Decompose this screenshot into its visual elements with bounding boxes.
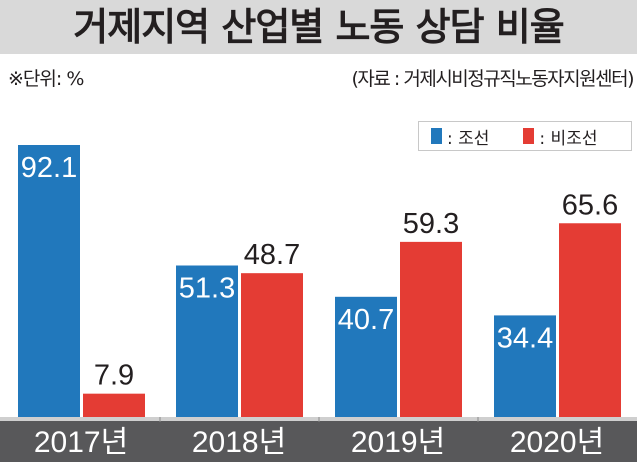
data-label: 65.6: [562, 189, 618, 221]
chart-title: 거제지역 산업별 노동 상담 비율: [73, 5, 564, 49]
legend: : 조선 : 비조선: [418, 121, 632, 151]
data-label: 59.3: [403, 208, 459, 240]
legend-item-non-shipbuilding: : 비조선: [523, 124, 597, 149]
bar-비조선-2018년: [241, 273, 303, 417]
x-tick-label: 2019년: [351, 426, 445, 459]
x-tick-label: 2017년: [34, 426, 128, 459]
x-tick-label: 2020년: [510, 426, 604, 459]
unit-note: ※단위: %: [8, 68, 84, 90]
bar-조선-2018년: [176, 265, 238, 417]
bar-비조선-2017년: [83, 393, 145, 417]
bar-비조선-2020년: [559, 223, 621, 417]
x-axis-band: [0, 421, 637, 462]
bar-조선-2019년: [335, 296, 397, 417]
legend-swatch-blue: [431, 128, 442, 144]
legend-item-shipbuilding: : 조선: [431, 124, 489, 149]
bar-비조선-2019년: [400, 241, 462, 417]
legend-swatch-red: [523, 128, 535, 144]
data-label: 92.1: [21, 152, 77, 184]
data-label: 34.4: [497, 322, 553, 354]
data-label: 51.3: [179, 272, 235, 304]
legend-label: : 비조선: [539, 128, 598, 149]
bar-조선-2020년: [494, 315, 556, 417]
legend-label: : 조선: [447, 128, 490, 149]
data-label: 40.7: [338, 304, 394, 336]
source-note: (자료 : 거제시비정규직노동자지원센터): [351, 68, 635, 90]
bar-조선-2017년: [18, 145, 80, 417]
x-tick-label: 2018년: [192, 426, 286, 459]
data-label: 7.9: [94, 360, 134, 392]
data-label: 48.7: [244, 239, 300, 271]
title-bar: 거제지역 산업별 노동 상담 비율: [0, 0, 637, 54]
